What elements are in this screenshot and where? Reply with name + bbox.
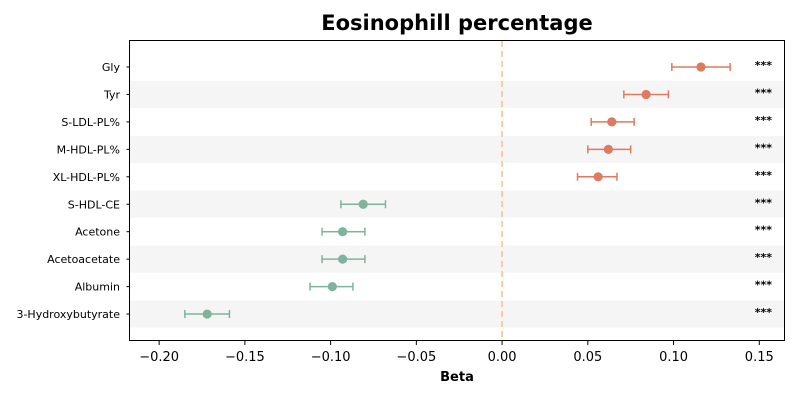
point-estimate — [327, 282, 337, 292]
point-estimate — [358, 199, 368, 209]
x-tick-label: 0.10 — [659, 350, 688, 365]
y-tick-label: Acetone — [75, 226, 120, 239]
x-tick-label: −0.20 — [139, 350, 179, 365]
plot-frame — [129, 40, 785, 341]
x-tick-label: −0.10 — [311, 350, 351, 365]
x-tick-label: −0.15 — [225, 350, 265, 365]
point-estimate — [202, 309, 212, 319]
chart-title: Eosinophill percentage — [321, 11, 593, 35]
y-tick-label: Tyr — [103, 88, 121, 101]
point-estimate — [607, 117, 617, 127]
row-bands — [130, 80, 785, 328]
row-band — [130, 135, 785, 163]
point-estimate — [593, 172, 603, 182]
significance-label: *** — [755, 196, 773, 209]
significance-label: *** — [755, 306, 773, 319]
x-tick-label: 0.15 — [745, 350, 774, 365]
y-tick-label: Albumin — [75, 281, 120, 294]
point-estimate — [641, 89, 651, 100]
row-band — [130, 80, 785, 108]
significance-labels: *** *** *** *** *** *** *** *** *** *** — [755, 59, 773, 319]
y-tick-label: XL-HDL-PL% — [53, 171, 120, 184]
y-tick-label: Gly — [102, 61, 121, 74]
point-estimate — [603, 144, 613, 154]
y-tick-label: S-HDL-CE — [68, 198, 120, 211]
significance-label: *** — [755, 114, 773, 127]
row-band — [130, 245, 785, 273]
significance-label: *** — [755, 86, 773, 99]
significance-label: *** — [755, 141, 773, 154]
y-tick-label: S-LDL-PL% — [61, 116, 120, 129]
x-axis: −0.20 −0.15 −0.10 −0.05 0.00 0.05 0.10 0.15 — [139, 341, 774, 365]
significance-label: *** — [755, 224, 773, 237]
y-tick-label: 3-Hydroxybutyrate — [16, 308, 120, 321]
data-marks — [184, 62, 731, 319]
x-tick-label: 0.00 — [488, 350, 517, 365]
row-band — [130, 190, 785, 218]
y-tick-label: Acetoacetate — [47, 253, 120, 266]
x-tick-label: −0.05 — [396, 350, 436, 365]
point-estimate — [338, 254, 348, 264]
significance-label: *** — [755, 279, 773, 292]
x-tick-label: 0.05 — [573, 350, 602, 365]
point-estimate — [338, 227, 348, 237]
y-tick-label: M-HDL-PL% — [57, 143, 120, 156]
significance-label: *** — [755, 169, 773, 182]
y-tick-labels: Gly Tyr S-LDL-PL% M-HDL-PL% XL-HDL-PL% S-HDL-… — [16, 61, 130, 321]
significance-label: *** — [755, 251, 773, 264]
point-estimate — [696, 62, 706, 72]
row-band — [130, 300, 785, 328]
x-axis-label: Beta — [440, 370, 474, 385]
significance-label: *** — [755, 59, 773, 72]
